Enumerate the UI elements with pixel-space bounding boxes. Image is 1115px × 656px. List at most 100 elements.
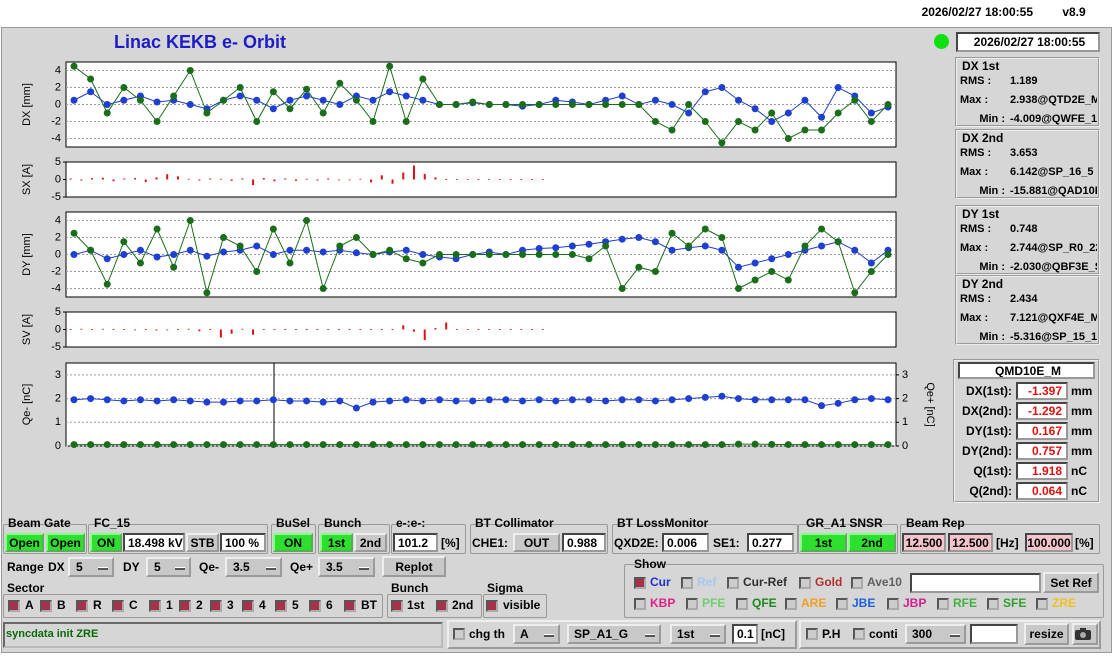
element-unit: mm: [1071, 444, 1093, 458]
checkbox[interactable]: [179, 600, 191, 612]
text-input[interactable]: [970, 624, 1018, 644]
data-point: [651, 397, 659, 405]
element-unit: mm: [1071, 384, 1093, 398]
checkbox[interactable]: [242, 600, 254, 612]
text-input[interactable]: [910, 573, 1041, 593]
checkbox[interactable]: [8, 600, 20, 612]
button[interactable]: 1st: [800, 533, 847, 552]
bar: [509, 329, 512, 330]
data-point: [253, 118, 261, 125]
checkbox[interactable]: [76, 600, 88, 612]
checkbox[interactable]: [486, 600, 498, 612]
button[interactable]: OUT: [513, 533, 560, 552]
data-point: [568, 396, 576, 404]
checkbox[interactable]: [344, 600, 356, 612]
data-point: [535, 245, 543, 253]
checkbox[interactable]: [634, 577, 646, 589]
checkbox-label: 3: [227, 598, 234, 612]
button[interactable]: STB: [186, 533, 219, 552]
dropdown[interactable]: 1st: [670, 624, 726, 644]
checkbox[interactable]: [686, 598, 698, 610]
checkbox[interactable]: [681, 577, 693, 589]
dropdown[interactable]: 5: [68, 557, 114, 577]
data-point: [386, 397, 394, 405]
checkbox[interactable]: [436, 600, 448, 612]
data-point: [352, 249, 360, 257]
checkbox[interactable]: [987, 598, 999, 610]
dropdown[interactable]: 3.5: [225, 557, 282, 577]
button[interactable]: ON: [90, 533, 122, 552]
checkbox[interactable]: [210, 600, 222, 612]
data-point: [286, 397, 294, 405]
button[interactable]: 2nd: [354, 533, 387, 552]
bar: [413, 329, 415, 332]
checkbox[interactable]: [853, 628, 865, 640]
data-point: [319, 96, 327, 104]
checkbox[interactable]: [453, 628, 465, 640]
dropdown[interactable]: 3.5: [318, 557, 375, 577]
dropdown[interactable]: 5: [146, 557, 191, 577]
data-point: [153, 98, 161, 106]
button[interactable]: Replot: [382, 556, 446, 577]
button[interactable]: Open: [46, 533, 85, 552]
data-point: [286, 441, 294, 449]
data-point: [203, 289, 211, 297]
stats-value: -4.009@QWFE_1M: [1010, 113, 1097, 125]
checkbox[interactable]: [851, 577, 863, 589]
checkbox[interactable]: [309, 600, 321, 612]
bar: [531, 179, 534, 180]
stats-label: Min :: [979, 113, 1005, 125]
bar: [531, 329, 534, 330]
checkbox[interactable]: [1036, 598, 1048, 610]
data-point: [336, 397, 344, 405]
button[interactable]: 2nd: [848, 533, 896, 552]
checkbox-label: visible: [503, 598, 541, 612]
data-point: [419, 397, 427, 405]
checkbox[interactable]: [806, 628, 818, 640]
dropdown[interactable]: 300: [905, 624, 966, 644]
checkbox[interactable]: [40, 600, 52, 612]
checkbox[interactable]: [736, 598, 748, 610]
camera-button[interactable]: [1072, 623, 1098, 645]
data-point: [651, 118, 659, 125]
unit: [%]: [441, 535, 460, 550]
dropdown[interactable]: SP_A1_G: [567, 624, 661, 644]
bar: [370, 179, 373, 183]
checkbox[interactable]: [799, 577, 811, 589]
bar: [187, 178, 190, 180]
button[interactable]: Open: [5, 533, 44, 552]
button[interactable]: 1st: [320, 533, 353, 552]
data-point: [568, 251, 576, 258]
data-point: [751, 396, 759, 404]
data-point: [236, 441, 244, 449]
button[interactable]: resize: [1024, 623, 1069, 645]
checkbox[interactable]: [149, 600, 161, 612]
bar: [434, 328, 437, 330]
bar: [477, 179, 480, 180]
checkbox[interactable]: [887, 598, 899, 610]
bar: [134, 329, 137, 331]
data-point: [651, 268, 659, 275]
bar: [337, 329, 340, 330]
checkbox[interactable]: [937, 598, 949, 610]
bar: [273, 329, 276, 330]
element-value: 0.167: [1016, 422, 1068, 440]
checkbox-label: 2: [196, 598, 203, 612]
dropdown[interactable]: A: [513, 624, 560, 644]
button[interactable]: ON: [273, 533, 313, 552]
checkbox[interactable]: [275, 600, 287, 612]
bar: [370, 329, 373, 330]
text-input[interactable]: 0.1: [732, 624, 758, 644]
checkbox-label: Ave10: [867, 575, 902, 589]
checkbox[interactable]: [391, 600, 403, 612]
element-value: 1.918: [1016, 462, 1068, 480]
checkbox[interactable]: [836, 598, 848, 610]
checkbox[interactable]: [634, 598, 646, 610]
checkbox[interactable]: [785, 598, 797, 610]
y-tick-label: -5: [51, 191, 61, 203]
data-point: [369, 96, 377, 104]
checkbox[interactable]: [112, 600, 124, 612]
checkbox[interactable]: [727, 577, 739, 589]
data-point: [585, 255, 593, 263]
button[interactable]: Set Ref: [1043, 572, 1099, 593]
